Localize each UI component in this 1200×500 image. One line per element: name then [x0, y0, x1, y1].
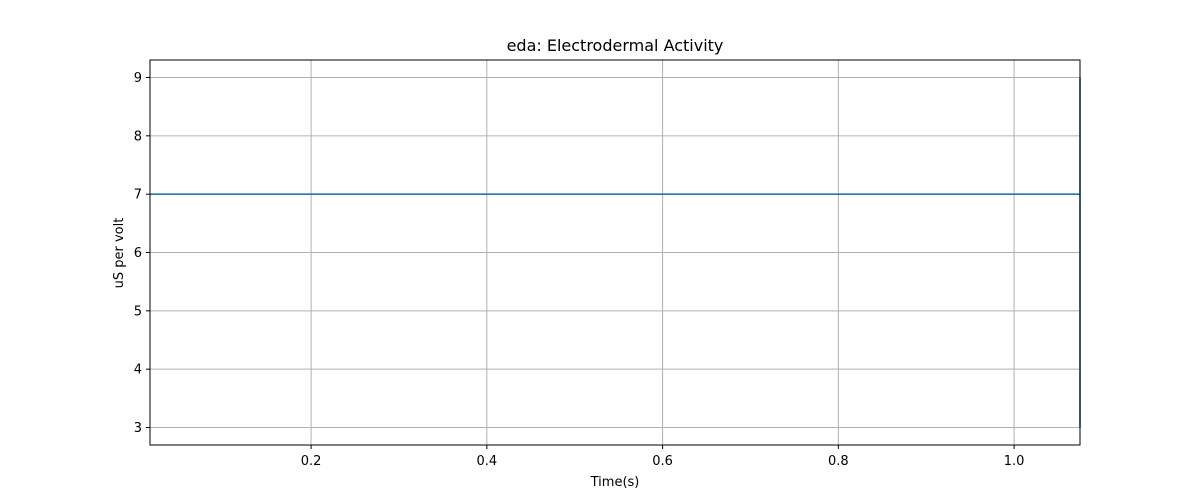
y-tick-label: 7	[134, 188, 142, 203]
y-tick-label: 8	[134, 129, 142, 144]
grid-layer	[150, 60, 1080, 445]
x-axis-ticks: 0.2 0.4 0.6 0.8 1.0	[301, 445, 1025, 469]
x-axis-label: Time(s)	[590, 475, 640, 490]
x-tick-label: 0.2	[301, 454, 322, 469]
x-tick-label: 0.6	[652, 454, 673, 469]
y-tick-label: 3	[134, 421, 142, 436]
x-tick-label: 0.8	[828, 454, 849, 469]
y-tick-label: 4	[134, 363, 142, 378]
y-axis-label: uS per volt	[112, 218, 127, 289]
y-tick-label: 9	[134, 71, 142, 86]
x-tick-label: 0.4	[476, 454, 497, 469]
x-tick-label: 1.0	[1004, 454, 1025, 469]
y-tick-label: 6	[134, 246, 142, 261]
y-axis-ticks: 3 4 5 6 7 8 9	[134, 71, 150, 436]
chart-title: eda: Electrodermal Activity	[507, 36, 724, 55]
y-tick-label: 5	[134, 304, 142, 319]
